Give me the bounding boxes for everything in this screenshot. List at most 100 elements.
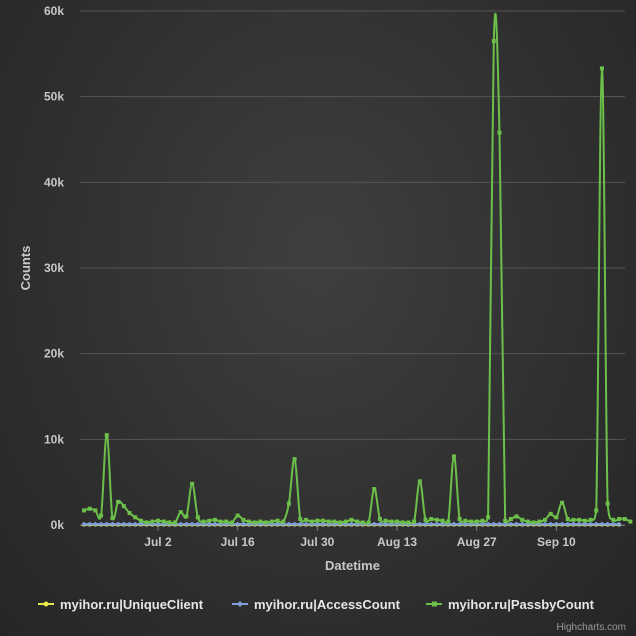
- data-point[interactable]: [309, 519, 314, 524]
- data-point[interactable]: [491, 521, 497, 527]
- data-point[interactable]: [292, 457, 297, 462]
- data-point[interactable]: [218, 519, 223, 524]
- data-point[interactable]: [617, 517, 621, 522]
- data-point[interactable]: [258, 519, 263, 524]
- data-point[interactable]: [320, 521, 326, 527]
- data-point[interactable]: [121, 521, 127, 527]
- data-point[interactable]: [201, 519, 206, 524]
- data-point[interactable]: [457, 517, 462, 522]
- data-point[interactable]: [406, 520, 411, 525]
- data-point[interactable]: [315, 518, 320, 523]
- data-point[interactable]: [599, 521, 605, 527]
- data-point[interactable]: [508, 517, 513, 522]
- data-point[interactable]: [463, 518, 468, 523]
- data-point[interactable]: [138, 521, 144, 527]
- data-point[interactable]: [104, 521, 110, 527]
- data-point[interactable]: [155, 518, 160, 523]
- data-point[interactable]: [429, 517, 434, 522]
- data-point[interactable]: [366, 520, 371, 525]
- data-point[interactable]: [173, 520, 178, 525]
- data-point[interactable]: [588, 517, 593, 522]
- data-point[interactable]: [190, 481, 195, 486]
- data-point[interactable]: [428, 521, 434, 527]
- data-point[interactable]: [593, 521, 599, 527]
- data-point[interactable]: [565, 517, 570, 522]
- data-point[interactable]: [514, 514, 519, 519]
- data-point[interactable]: [206, 521, 212, 527]
- legend-item[interactable]: myihor.ru|AccessCount: [232, 597, 401, 612]
- data-point[interactable]: [252, 520, 257, 525]
- data-point[interactable]: [423, 517, 428, 522]
- data-point[interactable]: [207, 518, 212, 523]
- data-point[interactable]: [508, 521, 514, 527]
- data-point[interactable]: [303, 521, 309, 527]
- data-point[interactable]: [462, 521, 468, 527]
- data-point[interactable]: [412, 519, 417, 524]
- data-point[interactable]: [372, 487, 377, 492]
- data-point[interactable]: [531, 520, 536, 525]
- data-point[interactable]: [610, 521, 616, 527]
- data-point[interactable]: [178, 521, 184, 527]
- data-point[interactable]: [417, 479, 422, 484]
- data-point[interactable]: [240, 521, 246, 527]
- series-2[interactable]: [82, 12, 633, 525]
- data-point[interactable]: [519, 521, 525, 527]
- data-point[interactable]: [178, 510, 183, 515]
- data-point[interactable]: [434, 517, 439, 522]
- data-point[interactable]: [298, 517, 303, 522]
- data-point[interactable]: [520, 517, 525, 522]
- data-point[interactable]: [338, 520, 343, 525]
- data-point[interactable]: [264, 520, 269, 525]
- data-point[interactable]: [486, 515, 491, 520]
- legend[interactable]: myihor.ru|UniqueClient myihor.ru|AccessCo…: [38, 597, 595, 612]
- data-point[interactable]: [150, 519, 155, 524]
- credits-link[interactable]: Highcharts.com: [557, 622, 626, 633]
- data-point[interactable]: [479, 521, 485, 527]
- data-point[interactable]: [224, 519, 229, 524]
- data-point[interactable]: [132, 521, 138, 527]
- data-point[interactable]: [542, 521, 548, 527]
- data-point[interactable]: [110, 516, 115, 521]
- data-point[interactable]: [303, 517, 308, 522]
- data-point[interactable]: [377, 521, 383, 527]
- data-point[interactable]: [286, 521, 292, 527]
- data-point[interactable]: [104, 433, 109, 438]
- data-point[interactable]: [189, 521, 195, 527]
- data-point[interactable]: [537, 519, 542, 524]
- data-point[interactable]: [275, 521, 281, 527]
- data-point[interactable]: [121, 504, 126, 509]
- data-point[interactable]: [474, 519, 479, 524]
- data-point[interactable]: [355, 519, 360, 524]
- data-point[interactable]: [87, 521, 93, 527]
- data-point[interactable]: [576, 521, 582, 527]
- data-point[interactable]: [247, 519, 252, 524]
- data-point[interactable]: [349, 517, 354, 522]
- data-point[interactable]: [588, 521, 594, 527]
- data-point[interactable]: [155, 521, 161, 527]
- data-point[interactable]: [99, 513, 104, 518]
- data-point[interactable]: [577, 517, 582, 522]
- data-point[interactable]: [485, 521, 491, 527]
- data-point[interactable]: [115, 521, 121, 527]
- data-point[interactable]: [109, 521, 115, 527]
- data-point[interactable]: [281, 519, 286, 524]
- data-point[interactable]: [570, 521, 576, 527]
- data-point[interactable]: [611, 517, 616, 522]
- data-point[interactable]: [469, 519, 474, 524]
- data-point[interactable]: [400, 520, 405, 525]
- data-point[interactable]: [326, 519, 331, 524]
- data-point[interactable]: [98, 521, 104, 527]
- data-point[interactable]: [457, 521, 463, 527]
- data-point[interactable]: [377, 517, 382, 522]
- data-point[interactable]: [161, 519, 166, 524]
- data-point[interactable]: [93, 508, 98, 513]
- data-point[interactable]: [212, 521, 218, 527]
- data-point[interactable]: [548, 511, 553, 516]
- data-point[interactable]: [560, 500, 565, 505]
- data-point[interactable]: [446, 519, 451, 524]
- data-point[interactable]: [87, 506, 92, 511]
- data-point[interactable]: [138, 518, 143, 523]
- data-point[interactable]: [422, 521, 428, 527]
- data-point[interactable]: [127, 511, 132, 516]
- data-point[interactable]: [543, 517, 548, 522]
